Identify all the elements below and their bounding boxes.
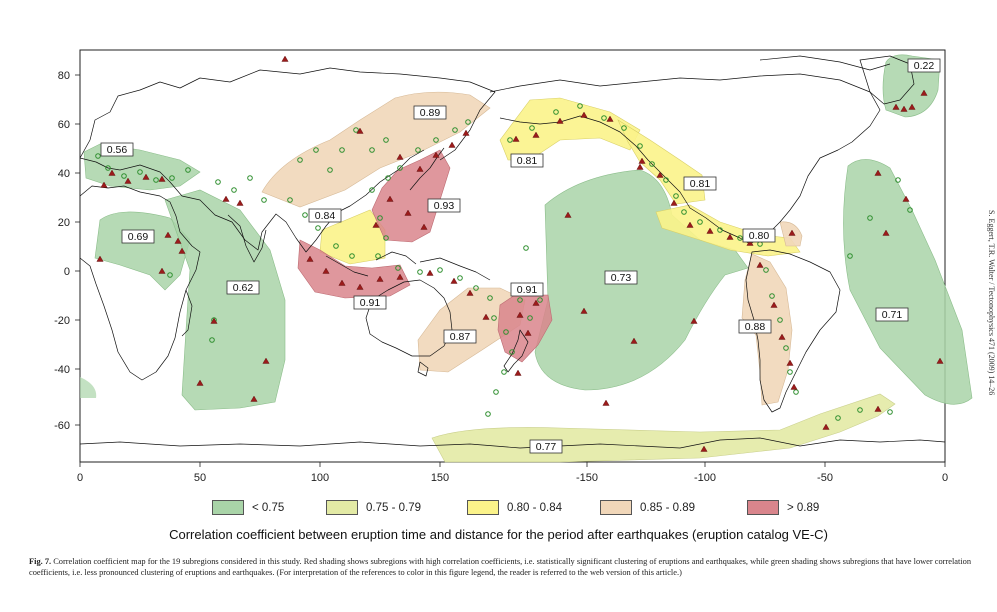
x-tick-labels: 0 50 100 150 -150 -100 -50 0 — [77, 472, 948, 484]
legend-item: > 0.89 — [747, 500, 819, 515]
y-tick-label: -60 — [54, 420, 70, 432]
x-tick-label: 0 — [942, 472, 948, 484]
region-shading — [80, 54, 973, 463]
region-mid-atlantic — [843, 159, 973, 405]
legend-label: 0.85 - 0.89 — [640, 501, 695, 514]
y-tick-label: 20 — [58, 217, 70, 229]
y-tick-label: 0 — [64, 266, 70, 278]
x-tick-label: -100 — [694, 472, 716, 484]
region-east-africa — [94, 211, 191, 291]
svg-text:0.81: 0.81 — [517, 155, 538, 167]
earthquake-markers — [95, 103, 913, 421]
legend-label: 0.80 - 0.84 — [507, 501, 562, 514]
region-label: 0.81 — [510, 153, 544, 168]
region-label: 0.62 — [226, 280, 260, 295]
region-indian-ocean — [164, 189, 286, 411]
x-axis — [79, 462, 946, 467]
legend-item: 0.75 - 0.79 — [326, 500, 421, 515]
journal-reference: S. Eggert, T.R. Walter / Tectonophysics … — [984, 210, 997, 460]
y-tick-labels: 80 60 40 20 0 -20 -40 -60 — [54, 70, 70, 432]
region-value-labels: 0.56 0.89 0.81 0.22 0.93 0.84 0.81 0.69 … — [100, 58, 941, 454]
svg-text:0.22: 0.22 — [914, 60, 935, 72]
y-axis — [75, 74, 80, 426]
chart-caption: Correlation coefficient between eruption… — [169, 527, 828, 542]
svg-text:0.91: 0.91 — [360, 297, 381, 309]
region-indonesia — [297, 239, 411, 299]
x-tick-label: 50 — [194, 472, 206, 484]
region-label: 0.93 — [427, 198, 461, 213]
y-tick-label: 60 — [58, 119, 70, 131]
x-tick-label: -150 — [576, 472, 598, 484]
legend-label: > 0.89 — [787, 501, 820, 514]
region-japan — [371, 149, 451, 243]
legend-item: 0.80 - 0.84 — [467, 500, 562, 515]
svg-text:0.69: 0.69 — [128, 231, 149, 243]
region-label: 0.91 — [353, 295, 387, 310]
legend-swatch — [600, 500, 632, 515]
svg-text:0.93: 0.93 — [434, 200, 455, 212]
figure-caption: Fig. 7. Correlation coefficient map for … — [29, 556, 974, 578]
legend-item: < 0.75 — [212, 500, 284, 515]
region-sw-edge — [80, 377, 97, 398]
region-kamchatka — [261, 91, 491, 208]
svg-text:0.91: 0.91 — [517, 284, 538, 296]
svg-text:0.56: 0.56 — [107, 144, 128, 156]
svg-text:0.89: 0.89 — [420, 107, 441, 119]
svg-text:0.73: 0.73 — [611, 272, 632, 284]
region-label: 0.84 — [308, 208, 342, 223]
region-label: 0.87 — [443, 329, 477, 344]
svg-text:0.84: 0.84 — [315, 210, 336, 222]
legend-label: 0.75 - 0.79 — [366, 501, 421, 514]
volcano-markers — [96, 55, 944, 452]
x-tick-label: 0 — [77, 472, 83, 484]
y-tick-label: 40 — [58, 168, 70, 180]
legend-swatch — [467, 500, 499, 515]
legend-swatch — [212, 500, 244, 515]
region-label: 0.81 — [683, 176, 717, 191]
journal-reference-text: S. Eggert, T.R. Walter / Tectonophysics … — [987, 210, 996, 396]
legend-item: 0.85 - 0.89 — [600, 500, 695, 515]
svg-text:0.80: 0.80 — [749, 230, 770, 242]
region-label: 0.91 — [510, 282, 544, 297]
region-label: 0.69 — [121, 229, 155, 244]
region-label: 0.80 — [742, 228, 776, 243]
svg-text:0.62: 0.62 — [233, 282, 254, 294]
region-label: 0.77 — [529, 439, 563, 454]
legend-swatch — [326, 500, 358, 515]
y-tick-label: 80 — [58, 70, 70, 82]
y-tick-label: -40 — [54, 364, 70, 376]
legend: < 0.75 0.75 - 0.79 0.80 - 0.84 0.85 - 0.… — [212, 500, 852, 520]
region-label: 0.73 — [604, 270, 638, 285]
region-central-pacific — [534, 169, 749, 391]
region-label: 0.89 — [413, 105, 447, 120]
region-label: 0.56 — [100, 142, 134, 157]
region-label: 0.88 — [738, 319, 772, 334]
x-tick-label: -50 — [817, 472, 833, 484]
svg-text:0.88: 0.88 — [745, 321, 766, 333]
svg-text:0.81: 0.81 — [690, 178, 711, 190]
coastlines — [79, 55, 946, 449]
svg-text:0.87: 0.87 — [450, 331, 471, 343]
svg-text:0.77: 0.77 — [536, 441, 557, 453]
x-tick-label: 150 — [431, 472, 449, 484]
figure-caption-text: Correlation coefficient map for the 19 s… — [29, 557, 972, 577]
x-tick-label: 100 — [311, 472, 329, 484]
y-tick-label: -20 — [54, 315, 70, 327]
svg-text:0.71: 0.71 — [882, 309, 903, 321]
legend-label: < 0.75 — [252, 501, 285, 514]
legend-swatch — [747, 500, 779, 515]
region-label: 0.22 — [907, 58, 941, 73]
region-cascades — [617, 119, 706, 205]
region-label: 0.71 — [875, 307, 909, 322]
figure-caption-label: Fig. 7. — [29, 557, 52, 566]
region-central-america — [655, 204, 801, 257]
